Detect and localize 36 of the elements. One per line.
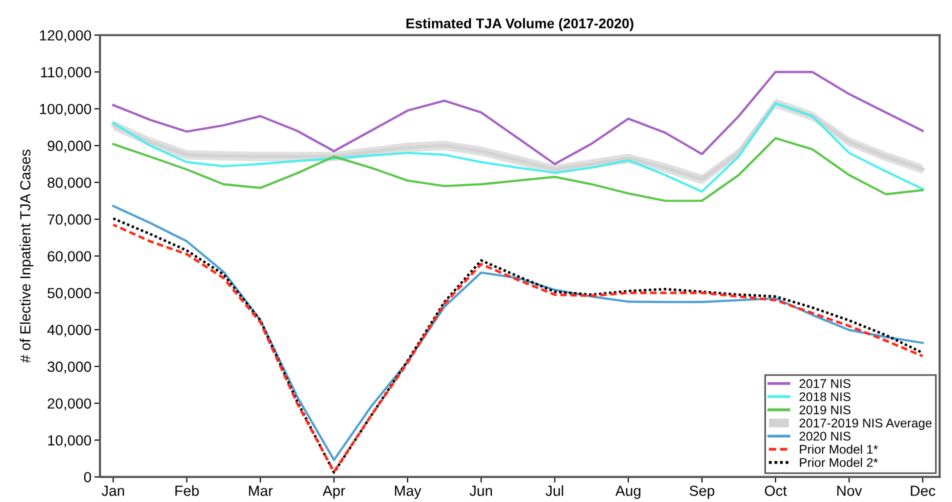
- y-tick-label: 10,000: [48, 435, 92, 448]
- x-tick-label: Mar: [249, 486, 273, 496]
- line-series: [112, 137, 924, 202]
- chart-title: Estimated TJA Volume (2017-2020): [406, 18, 634, 32]
- x-tick-label: Oct: [764, 486, 787, 496]
- legend-label: 2019 NIS: [800, 405, 850, 414]
- y-tick-label: 50,000: [48, 288, 92, 300]
- y-tick-label: 20,000: [48, 398, 92, 410]
- x-tick-label: Jun: [470, 486, 492, 496]
- y-tick-label: 70,000: [48, 214, 92, 226]
- x-tick-label: Apr: [322, 486, 346, 499]
- line-series: [112, 70, 924, 166]
- y-tick-label: 100,000: [40, 104, 92, 116]
- x-tick-label: Nov: [837, 486, 862, 496]
- y-tick-label: 0: [84, 472, 92, 482]
- x-tick-label: Aug: [615, 486, 640, 499]
- x-tick-label: Sep: [690, 486, 714, 499]
- legend-label: Prior Model 1*: [800, 444, 878, 454]
- y-tick-label: 90,000: [48, 140, 92, 153]
- y-tick-label: 40,000: [47, 324, 92, 337]
- legend-label: 2018 NIS: [800, 392, 850, 402]
- y-tick-label: 110,000: [41, 67, 92, 80]
- x-tick-label: Feb: [175, 485, 199, 496]
- y-tick-label: 60,000: [48, 251, 92, 264]
- x-tick-label: Jul: [546, 485, 564, 496]
- y-tick-label: 120,000: [40, 30, 92, 42]
- legend-label: Prior Model 2*: [800, 458, 878, 467]
- y-tick-label: 30,000: [48, 362, 92, 374]
- legend-label: 2017-2019 NIS Average: [800, 418, 932, 430]
- y-tick-label: 80,000: [48, 177, 92, 190]
- y-axis-title: # of Elective Inpatient TJA Cases: [20, 150, 34, 363]
- x-tick-label: Jan: [102, 486, 124, 496]
- x-tick-label: Dec: [910, 486, 936, 496]
- legend-label: 2020 NIS: [800, 432, 850, 441]
- x-tick-label: May: [394, 486, 422, 499]
- legend-label: 2017 NIS: [800, 379, 850, 388]
